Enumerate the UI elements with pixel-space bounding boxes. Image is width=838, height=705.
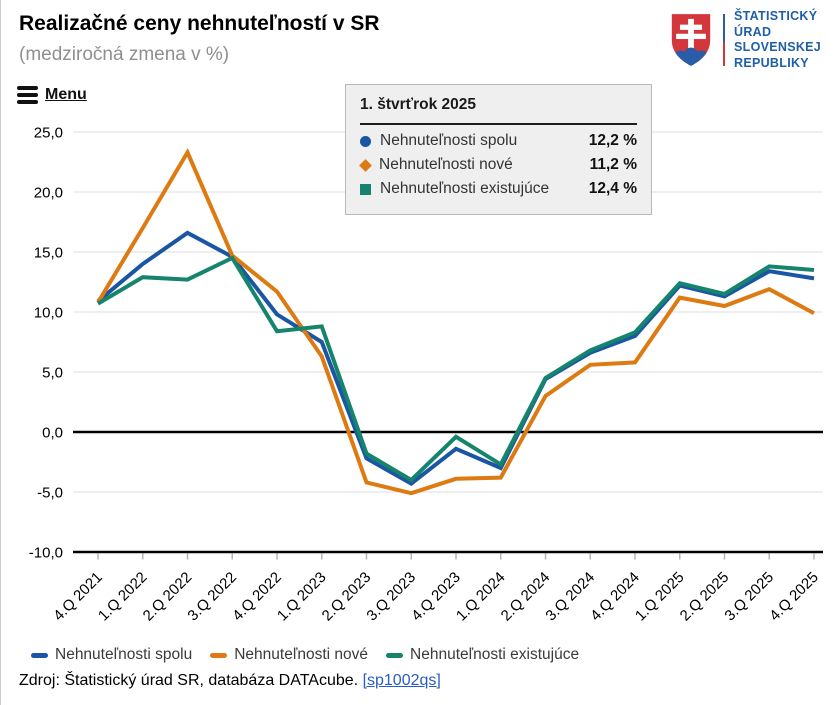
- circle-marker-icon: [360, 135, 371, 147]
- y-axis-label: 25,0: [34, 125, 63, 142]
- line-swatch-icon: [210, 652, 228, 658]
- square-marker-icon: [360, 183, 371, 195]
- hamburger-icon: [17, 86, 38, 104]
- source-text: Zdroj: Štatistický úrad SR, databáza DAT…: [19, 672, 359, 689]
- tooltip-row: Nehnuteľnosti nové 11,2 %: [359, 156, 637, 174]
- y-axis-label: 10,0: [34, 305, 63, 322]
- y-axis-label: 5,0: [42, 365, 63, 382]
- y-axis-label: 15,0: [34, 245, 63, 262]
- y-axis-label: -5,0: [37, 485, 63, 502]
- series-line-nove[interactable]: [96, 148, 815, 496]
- line-swatch-icon: [386, 652, 404, 658]
- chart-plot-area[interactable]: 25,020,015,010,05,00,0-5,0-10,04.Q 20211…: [1, 0, 838, 660]
- legend-item-nove[interactable]: Nehnuteľnosti nové: [210, 646, 368, 664]
- page-subtitle: (medziročná zmena v %): [19, 44, 230, 65]
- susr-logo: ŠTATISTICKÝ ÚRAD SLOVENSKEJ REPUBLIKY: [667, 9, 821, 71]
- diamond-marker-icon: [359, 158, 372, 172]
- menu-button[interactable]: Menu: [17, 86, 87, 104]
- y-axis-label: 20,0: [34, 185, 63, 202]
- x-axis-label: 4.Q 2025: [766, 569, 822, 625]
- logo-divider: [723, 14, 725, 66]
- legend-item-existujuce[interactable]: Nehnuteľnosti existujúce: [386, 646, 579, 664]
- chart-legend: Nehnuteľnosti spolu Nehnuteľnosti nové N…: [31, 646, 579, 664]
- series-line-spolu[interactable]: [96, 230, 815, 486]
- series-line-existujuce[interactable]: [96, 255, 815, 483]
- source-line: Zdroj: Štatistický úrad SR, databáza DAT…: [19, 672, 441, 690]
- menu-label: Menu: [45, 86, 87, 103]
- tooltip-separator: [360, 123, 637, 125]
- tooltip-row: Nehnuteľnosti existujúce 12,4 %: [360, 180, 637, 198]
- tooltip-title: 1. štvrťrok 2025: [360, 96, 477, 113]
- source-link[interactable]: [sp1002qs]: [362, 672, 441, 689]
- chart-tooltip: 1. štvrťrok 2025 Nehnuteľnosti spolu 12,…: [345, 84, 652, 215]
- y-axis-label: -10,0: [29, 545, 63, 562]
- tooltip-row: Nehnuteľnosti spolu 12,2 %: [360, 132, 637, 150]
- y-axis-label: 0,0: [42, 425, 63, 442]
- line-swatch-icon: [31, 652, 48, 658]
- logo-text: ŠTATISTICKÝ ÚRAD SLOVENSKEJ REPUBLIKY: [734, 9, 822, 70]
- page-title: Realizačné ceny nehnuteľností v SR: [19, 12, 380, 35]
- slovak-shield-icon: [671, 14, 711, 66]
- legend-item-spolu[interactable]: Nehnuteľnosti spolu: [31, 646, 192, 664]
